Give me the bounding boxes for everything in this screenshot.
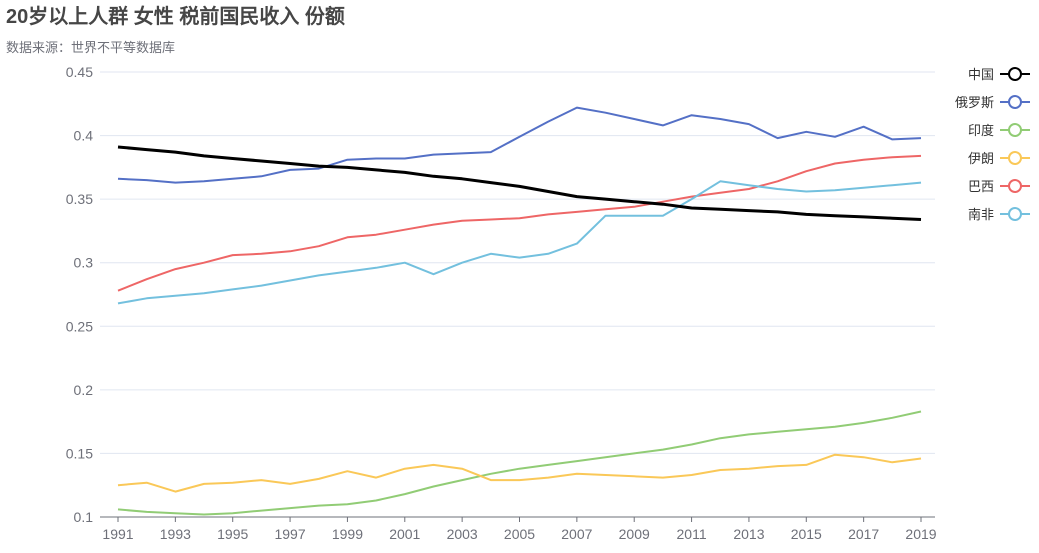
- x-tick-label: 1999: [332, 526, 363, 542]
- legend-item[interactable]: 中国: [968, 67, 1030, 82]
- series-layer: [117, 106, 922, 516]
- y-tick-label: 0.15: [66, 445, 93, 461]
- x-tick-label: 1997: [274, 526, 305, 542]
- series-line-1: [117, 145, 922, 221]
- grid-lines: [100, 71, 935, 454]
- legend-marker-icon: [1008, 207, 1022, 221]
- x-tick-label: 2001: [389, 526, 420, 542]
- x-tick-label: 1993: [160, 526, 191, 542]
- x-tick-label: 1991: [102, 526, 133, 542]
- legend-item[interactable]: 印度: [968, 123, 1030, 138]
- y-tick-label: 0.2: [74, 382, 94, 398]
- y-tick-label: 0.25: [66, 318, 93, 334]
- x-tick-label: 1995: [217, 526, 248, 542]
- x-tick-label: 2013: [733, 526, 764, 542]
- legend-marker-icon: [1008, 67, 1022, 81]
- x-tick-label: 2011: [677, 526, 707, 542]
- y-axis: 0.1 0.15 0.2 0.25 0.3 0.35 0.4 0.45: [66, 64, 93, 525]
- legend-item[interactable]: 巴西: [968, 179, 1030, 194]
- chart-title: 20岁以上人群 女性 税前国民收入 份额: [6, 4, 345, 28]
- legend-item[interactable]: 伊朗: [968, 151, 1030, 166]
- x-tick-label: 2017: [848, 526, 879, 542]
- x-axis: 1991 1993 1995 1997 1999 2001 2003 2005 2007 2009…: [100, 516, 937, 542]
- legend-marker-icon: [1008, 123, 1022, 137]
- x-tick-label: 2007: [561, 526, 592, 542]
- y-tick-label: 0.4: [74, 128, 94, 144]
- x-tick-label: 2005: [504, 526, 535, 542]
- legend-label: 南非: [968, 207, 994, 222]
- legend-marker-icon: [1008, 151, 1022, 165]
- y-tick-label: 0.45: [66, 64, 93, 80]
- y-tick-label: 0.35: [66, 191, 93, 207]
- legend-label: 印度: [968, 123, 994, 138]
- series-line-2: [117, 106, 922, 184]
- legend-item[interactable]: 俄罗斯: [955, 95, 1030, 110]
- legend-marker-icon: [1008, 95, 1022, 109]
- chart-subtitle: 数据来源：世界不平等数据库: [6, 40, 175, 55]
- x-tick-label: 2019: [905, 526, 936, 542]
- series-line-6: [117, 180, 922, 305]
- series-line-5: [117, 154, 922, 292]
- series-line-4: [117, 453, 922, 493]
- legend-label: 伊朗: [968, 151, 994, 166]
- x-tick-label: 2015: [791, 526, 822, 542]
- y-tick-label: 0.1: [74, 509, 94, 525]
- x-tick-label: 2009: [619, 526, 650, 542]
- legend-label: 巴西: [968, 179, 994, 194]
- legend-label: 中国: [968, 67, 994, 82]
- y-tick-label: 0.3: [74, 255, 94, 271]
- legend-item[interactable]: 南非: [968, 207, 1030, 222]
- x-tick-label: 2003: [447, 526, 478, 542]
- legend-marker-icon: [1008, 179, 1022, 193]
- series-line-3: [117, 410, 922, 516]
- legend-label: 俄罗斯: [955, 95, 994, 110]
